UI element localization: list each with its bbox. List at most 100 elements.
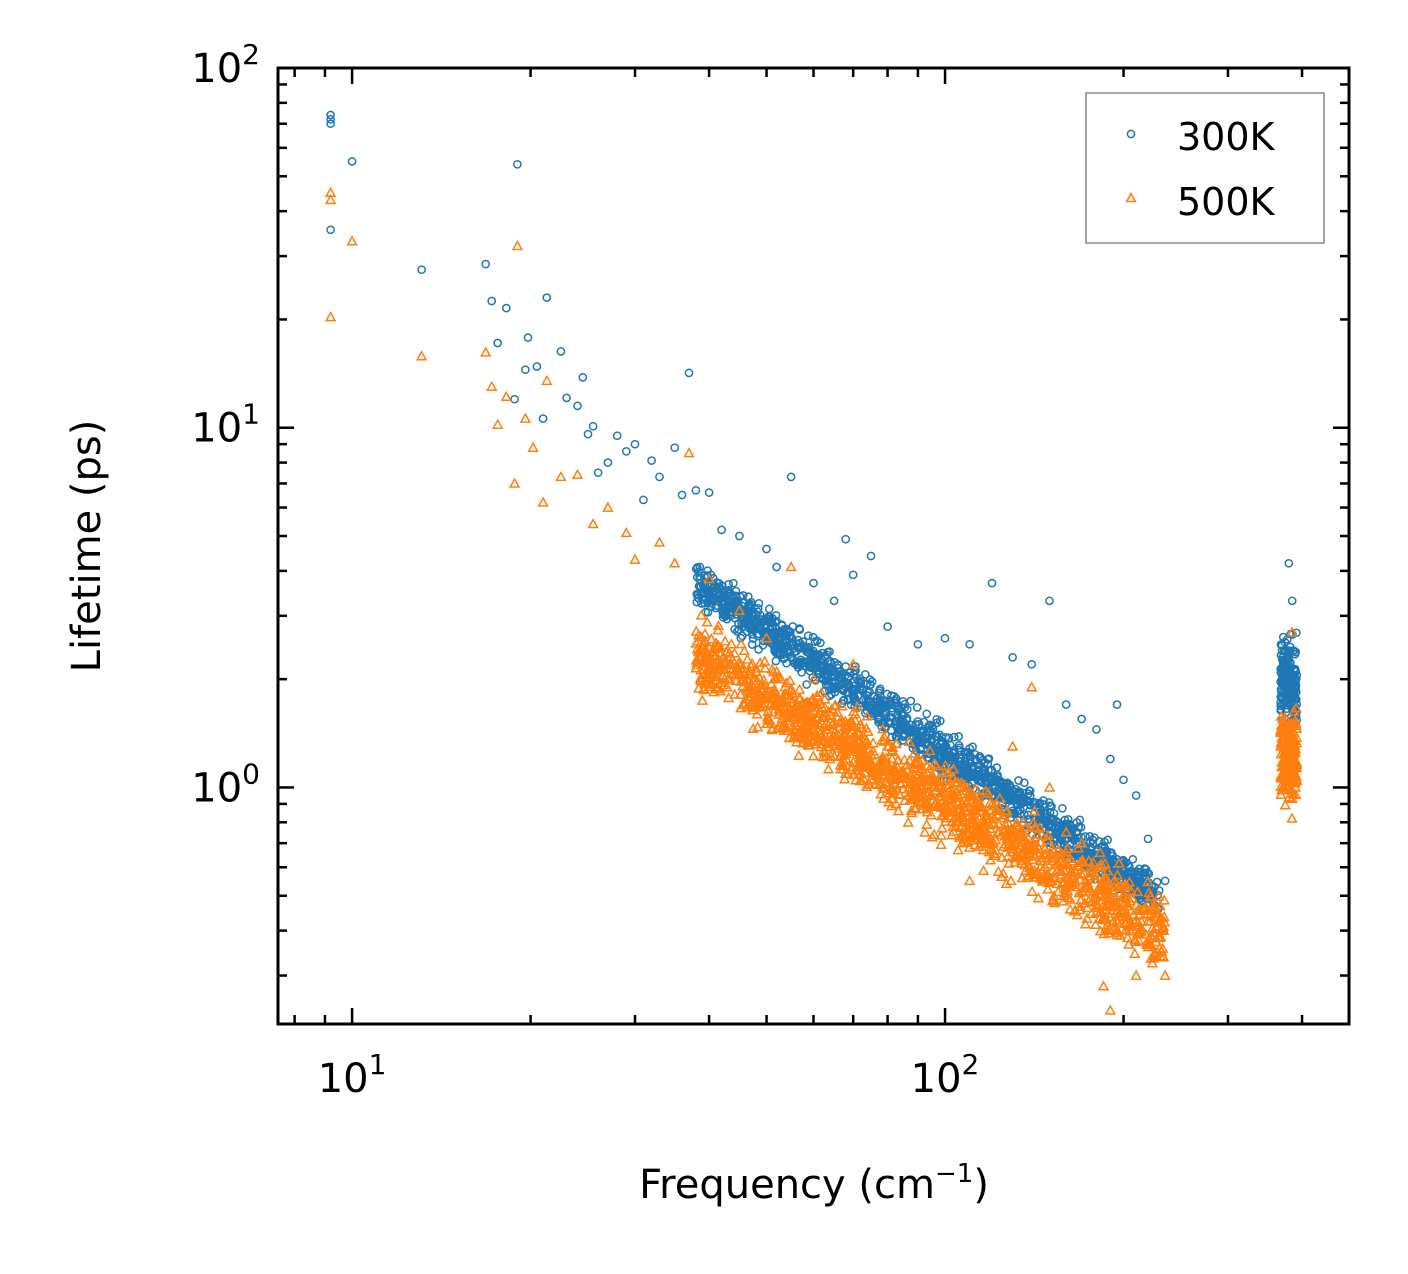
data-point-500k [997, 867, 1009, 878]
data-point-500k [928, 758, 941, 769]
data-point-500k [1078, 867, 1090, 878]
data-point-500k [1076, 837, 1088, 848]
data-point-500k [985, 836, 998, 847]
data-point-300k [893, 727, 903, 737]
data-point-500k [1034, 836, 1047, 847]
data-point-300k [784, 627, 794, 636]
data-point-500k [877, 761, 890, 772]
data-point-300k [1016, 800, 1026, 809]
data-point-500k [882, 735, 894, 746]
x-tick-label: 101 [318, 1048, 387, 1102]
data-point-500k [1075, 894, 1087, 905]
data-point-500k [1157, 951, 1169, 962]
data-point-500k [1078, 897, 1091, 908]
y-tick-label: 101 [191, 398, 260, 452]
data-point-300k [733, 596, 743, 606]
data-point-300k [764, 604, 774, 614]
data-point-500k [703, 680, 715, 692]
data-point-500k [1041, 870, 1054, 882]
data-point-300k [1276, 640, 1286, 649]
data-point-500k [940, 794, 952, 806]
data-point-300k [1015, 789, 1025, 798]
data-point-500k [696, 694, 709, 705]
data-point-500k [747, 680, 759, 691]
data-point-300k [987, 578, 997, 588]
data-point-500k [537, 496, 549, 507]
data-point-500k [695, 675, 707, 686]
data-point-300k [754, 629, 763, 639]
data-point-300k [1284, 558, 1294, 568]
data-point-500k [1061, 842, 1074, 854]
data-point-500k [1038, 869, 1050, 880]
data-point-500k [1117, 906, 1130, 917]
data-point-500k [840, 752, 852, 764]
data-point-500k [996, 851, 1008, 862]
data-point-500k [939, 766, 951, 777]
data-point-500k [695, 664, 707, 675]
data-point-300k [695, 571, 705, 581]
data-point-300k [1053, 829, 1062, 839]
data-point-500k [984, 843, 996, 854]
data-point-500k [1124, 894, 1136, 906]
data-point-500k [1075, 855, 1088, 867]
data-point-500k [1119, 881, 1132, 892]
legend-box [1085, 92, 1325, 244]
data-point-300k [865, 680, 875, 689]
data-point-500k [1290, 788, 1302, 800]
data-point-300k [1058, 803, 1067, 813]
data-point-300k [708, 584, 718, 593]
data-point-500k [973, 798, 985, 809]
data-point-300k [1056, 839, 1066, 849]
data-point-300k [603, 458, 613, 467]
data-point-500k [973, 840, 985, 851]
data-point-500k [935, 829, 947, 840]
data-point-300k [745, 606, 754, 616]
data-point-500k [1099, 880, 1111, 891]
data-point-300k [715, 591, 725, 600]
data-point-300k [782, 624, 792, 634]
data-point-500k [807, 726, 819, 738]
data-point-500k [1042, 829, 1054, 840]
data-point-500k [821, 723, 834, 734]
data-point-500k [1289, 781, 1302, 792]
data-point-500k [741, 701, 753, 712]
data-point-300k [1061, 700, 1071, 709]
data-point-500k [1108, 874, 1121, 885]
data-point-500k [793, 749, 805, 760]
data-point-500k [842, 733, 854, 745]
data-point-300k [1081, 832, 1090, 841]
data-point-300k [1085, 843, 1095, 852]
legend-marker-300k [1126, 129, 1136, 139]
data-point-500k [1027, 853, 1039, 864]
data-point-500k [1060, 826, 1072, 837]
data-point-500k [1110, 896, 1122, 907]
data-point-500k [942, 772, 954, 783]
data-point-500k [723, 647, 736, 658]
data-point-500k [1102, 865, 1114, 876]
data-point-500k [1119, 911, 1131, 922]
data-point-500k [1079, 918, 1092, 929]
data-point-500k [853, 748, 866, 759]
data-point-500k [762, 713, 774, 724]
data-point-500k [837, 740, 850, 751]
data-point-500k [874, 758, 887, 769]
data-point-500k [915, 782, 927, 794]
data-point-500k [1154, 900, 1166, 911]
data-point-300k [1132, 874, 1142, 883]
data-point-500k [952, 844, 964, 855]
data-point-500k [992, 865, 1004, 876]
data-point-500k [984, 797, 996, 808]
data-point-300k [841, 534, 851, 544]
data-point-500k [781, 696, 793, 707]
data-point-500k [947, 763, 960, 774]
data-point-500k [712, 653, 724, 664]
data-point-500k [877, 764, 890, 775]
data-point-500k [905, 782, 918, 793]
data-point-500k [519, 412, 532, 423]
data-point-500k [890, 797, 902, 809]
data-point-300k [493, 338, 503, 348]
data-point-500k [1111, 881, 1123, 892]
data-point-300k [894, 704, 904, 713]
data-point-500k [916, 796, 929, 807]
